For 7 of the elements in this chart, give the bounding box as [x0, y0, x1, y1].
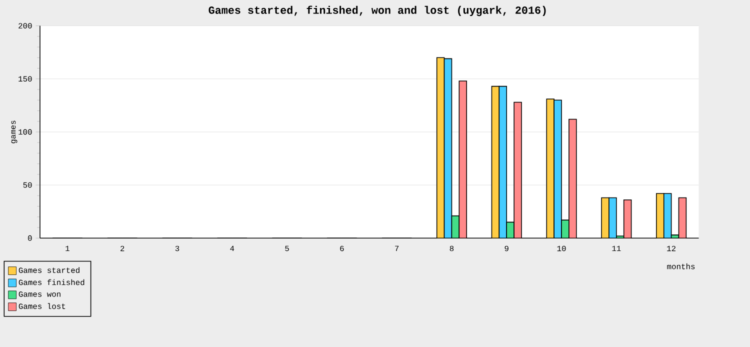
bar	[436, 58, 444, 238]
bar	[444, 58, 452, 238]
chart-title: Games started, finished, won and lost (uygark, 2016)	[208, 6, 546, 16]
bar	[492, 86, 500, 238]
bar	[452, 216, 460, 238]
bar	[624, 200, 632, 238]
bar	[678, 197, 687, 238]
